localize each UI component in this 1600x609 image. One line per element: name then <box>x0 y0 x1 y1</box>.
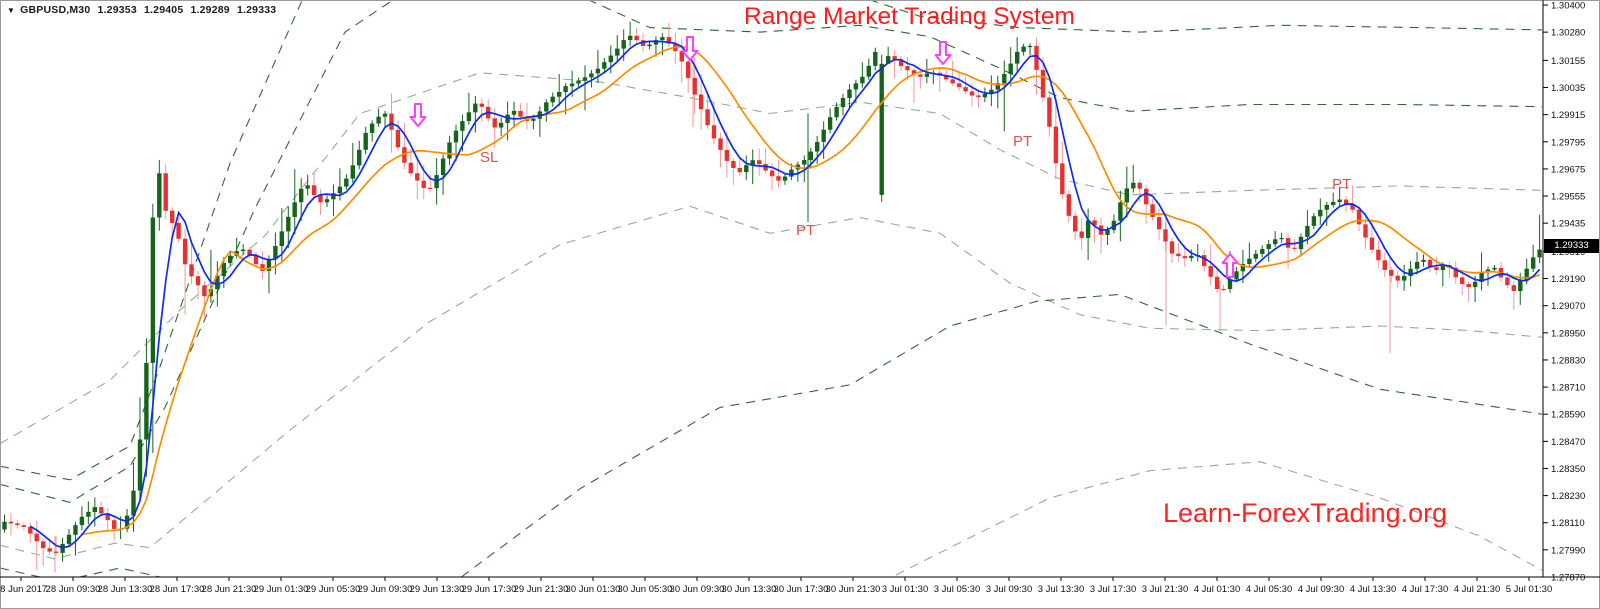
price-tick-label: 1.28590 <box>1551 410 1585 421</box>
time-tick-label: 5 Jul 01:30 <box>1506 584 1552 595</box>
fast-ma-line <box>29 40 1541 549</box>
price-tick-label: 1.28230 <box>1551 491 1585 502</box>
price-tick-label: 1.28350 <box>1551 464 1585 475</box>
time-tick-label: 30 Jun 17:30 <box>774 584 829 595</box>
band-line-5 <box>1 293 1543 577</box>
band-line-2 <box>1 1 1543 503</box>
price-tick-label: 1.29915 <box>1551 110 1585 121</box>
price-tick-label: 1.29795 <box>1551 137 1585 148</box>
trade-label-pt: PT <box>796 222 816 239</box>
price-tick-label: 1.29190 <box>1551 274 1585 285</box>
band-line-6 <box>890 461 1543 577</box>
buy-arrow-icon <box>1221 253 1239 278</box>
time-tick-label: 28 Jun 21:30 <box>202 584 257 595</box>
time-tick-label: 30 Jun 21:30 <box>826 584 881 595</box>
trade-label-pt: PT <box>1332 176 1352 193</box>
time-tick-label: 4 Jul 17:30 <box>1402 584 1448 595</box>
time-tick-label: 30 Jun 13:30 <box>722 584 777 595</box>
time-tick-label: 29 Jun 09:30 <box>358 584 413 595</box>
time-tick-label: 30 Jun 01:30 <box>566 584 621 595</box>
signal-arrows <box>409 36 1239 278</box>
time-tick-label: 4 Jul 09:30 <box>1298 584 1344 595</box>
sell-arrow-icon <box>934 41 952 65</box>
trade-label-sl: SL <box>480 149 499 166</box>
sell-arrow-icon <box>681 36 699 61</box>
price-tick-label: 1.30280 <box>1551 28 1585 39</box>
ohlc-low: 1.29289 <box>190 4 230 16</box>
time-tick-label: 28 Jun 2017 <box>0 584 47 595</box>
band-line-1 <box>1 1 1543 481</box>
sell-arrow-icon <box>409 103 427 127</box>
price-tick-label: 1.28470 <box>1551 437 1585 448</box>
price-tick-label: 1.27870 <box>1551 573 1585 584</box>
time-tick-label: 4 Jul 21:30 <box>1454 584 1500 595</box>
time-tick-label: 29 Jun 05:30 <box>306 584 361 595</box>
price-tick-label: 1.28950 <box>1551 328 1585 339</box>
band-line-3 <box>1 72 1543 444</box>
watermark-link: Learn-ForexTrading.org <box>1163 498 1448 528</box>
time-tick-label: 28 Jun 17:30 <box>150 584 205 595</box>
time-tick-label: 3 Jul 01:30 <box>882 584 928 595</box>
ohlc-high: 1.29405 <box>144 4 184 16</box>
time-tick-label: 29 Jun 17:30 <box>462 584 517 595</box>
price-tick-label: 1.29555 <box>1551 192 1585 203</box>
time-tick-label: 3 Jul 05:30 <box>934 584 980 595</box>
price-tick-label: 1.28710 <box>1551 383 1585 394</box>
time-tick-label: 3 Jul 17:30 <box>1090 584 1136 595</box>
price-tick-label: 1.28110 <box>1551 518 1585 529</box>
time-tick-label: 29 Jun 01:30 <box>254 584 309 595</box>
price-tick-label: 1.28830 <box>1551 355 1585 366</box>
trade-label-pt: PT <box>1013 133 1033 150</box>
price-tick-label: 1.29435 <box>1551 219 1585 230</box>
price-tick-label: 1.27990 <box>1551 545 1585 556</box>
current-price-badge: 1.29333 <box>1544 239 1599 253</box>
time-tick-label: 4 Jul 05:30 <box>1246 584 1292 595</box>
ohlc-close: 1.29333 <box>236 4 277 16</box>
symbol-header[interactable]: ▼ GBPUSD,M30 1.29353 1.29405 1.29289 1.29… <box>7 4 280 16</box>
time-tick-label: 29 Jun 21:30 <box>514 584 569 595</box>
price-tick-label: 1.30400 <box>1551 1 1585 12</box>
time-tick-label: 28 Jun 13:30 <box>98 584 153 595</box>
price-tick-label: 1.30035 <box>1551 83 1585 94</box>
axes: 1.30400 1.30280 1.30155 1.30035 1.29915 1.297… <box>0 0 1600 595</box>
ohlc-open: 1.29353 <box>97 4 137 16</box>
time-tick-label: 3 Jul 09:30 <box>986 584 1032 595</box>
price-tick-label: 1.29070 <box>1551 301 1585 312</box>
time-tick-label: 29 Jun 13:30 <box>410 584 465 595</box>
time-tick-label: 30 Jun 05:30 <box>618 584 673 595</box>
time-tick-label: 4 Jul 01:30 <box>1194 584 1240 595</box>
price-tick-label: 1.30155 <box>1551 56 1585 67</box>
time-tick-label: 28 Jun 09:30 <box>46 584 101 595</box>
chevron-down-icon[interactable]: ▼ <box>7 6 16 15</box>
candles <box>2 21 1542 573</box>
price-tick-label: 1.29675 <box>1551 164 1585 175</box>
time-tick-label: 4 Jul 13:30 <box>1350 584 1396 595</box>
slow-ma-line <box>81 45 1540 536</box>
moving-averages <box>29 40 1541 549</box>
time-tick-label: 3 Jul 21:30 <box>1142 584 1188 595</box>
time-tick-label: 30 Jun 09:30 <box>670 584 725 595</box>
chart-title: Range Market Trading System <box>744 3 1075 30</box>
symbol-name: GBPUSD,M30 <box>20 4 91 16</box>
time-tick-label: 3 Jul 13:30 <box>1038 584 1084 595</box>
band-line-4 <box>1 205 1543 560</box>
